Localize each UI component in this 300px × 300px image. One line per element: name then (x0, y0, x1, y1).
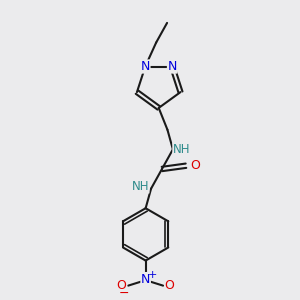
Text: O: O (117, 279, 127, 292)
Text: N: N (141, 60, 150, 73)
Text: +: + (148, 270, 157, 280)
Text: N: N (167, 60, 177, 73)
Text: NH: NH (173, 143, 190, 156)
Text: NH: NH (131, 180, 149, 193)
Text: N: N (141, 273, 150, 286)
Text: O: O (165, 279, 175, 292)
Text: O: O (190, 159, 200, 172)
Text: −: − (118, 287, 129, 300)
